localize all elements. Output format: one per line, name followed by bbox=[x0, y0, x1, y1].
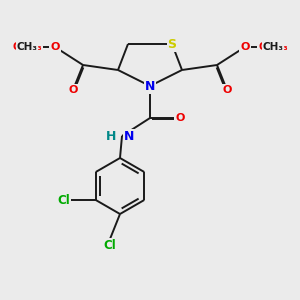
Text: CH₃: CH₃ bbox=[16, 42, 38, 52]
Text: O: O bbox=[222, 85, 232, 95]
Text: N: N bbox=[145, 80, 155, 92]
Text: O: O bbox=[175, 113, 185, 123]
Text: S: S bbox=[167, 38, 176, 50]
Text: N: N bbox=[124, 130, 134, 142]
Text: CH₃: CH₃ bbox=[262, 42, 284, 52]
Text: OCH₃: OCH₃ bbox=[12, 42, 42, 52]
Text: Cl: Cl bbox=[103, 238, 116, 251]
Text: O: O bbox=[68, 85, 78, 95]
Text: O: O bbox=[240, 42, 250, 52]
Text: Cl: Cl bbox=[57, 194, 70, 206]
Text: O: O bbox=[50, 42, 60, 52]
Text: H: H bbox=[106, 130, 116, 142]
Text: OCH₃: OCH₃ bbox=[258, 42, 288, 52]
